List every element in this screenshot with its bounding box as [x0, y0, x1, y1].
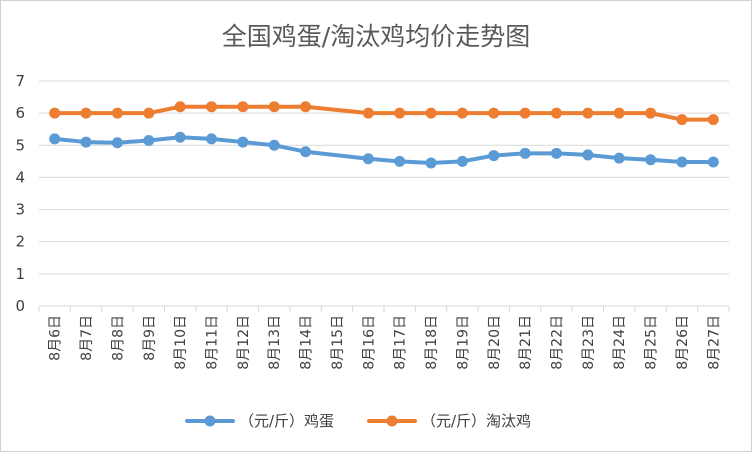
data-point[interactable]: [456, 155, 468, 167]
x-tick-label: 8月23日: [581, 315, 597, 370]
data-point[interactable]: [143, 134, 155, 146]
x-tick-label: 8月20日: [487, 315, 503, 370]
data-point[interactable]: [80, 136, 92, 148]
x-tick-label: 8月8日: [110, 315, 126, 361]
data-point[interactable]: [111, 137, 123, 149]
data-point[interactable]: [237, 101, 249, 113]
data-point[interactable]: [519, 147, 531, 159]
y-tick-label: 3: [15, 201, 25, 219]
data-point[interactable]: [49, 133, 61, 145]
y-tick-label: 1: [15, 265, 25, 283]
data-point[interactable]: [268, 101, 280, 113]
data-point[interactable]: [362, 153, 374, 165]
data-point[interactable]: [143, 107, 155, 119]
legend-item-1[interactable]: （元/斤）鸡蛋: [185, 412, 334, 430]
data-point[interactable]: [300, 146, 312, 158]
x-tick-label: 8月14日: [299, 315, 315, 370]
data-point[interactable]: [488, 107, 500, 119]
data-point[interactable]: [488, 150, 500, 162]
x-tick-label: 8月9日: [142, 315, 158, 361]
y-tick-label: 5: [15, 136, 25, 154]
data-point[interactable]: [456, 107, 468, 119]
legend-marker: [386, 415, 398, 427]
data-point[interactable]: [237, 136, 249, 148]
y-tick-label: 0: [15, 297, 25, 315]
x-tick-label: 8月26日: [675, 315, 691, 370]
y-tick-label: 2: [15, 233, 25, 251]
data-point[interactable]: [394, 107, 406, 119]
x-tick-label: 8月18日: [424, 315, 440, 370]
data-point[interactable]: [80, 107, 92, 119]
x-tick-label: 8月19日: [455, 315, 471, 370]
x-tick-label: 8月15日: [330, 315, 346, 370]
data-point[interactable]: [268, 139, 280, 151]
data-point[interactable]: [551, 147, 562, 159]
data-point[interactable]: [174, 131, 186, 143]
data-point[interactable]: [49, 107, 61, 119]
data-point[interactable]: [645, 107, 657, 119]
x-axis: 8月6日 8月7日 8月8日 8月9日 8月10日 8月11日 8月12日 8月13日 8月14…: [38, 306, 730, 370]
x-tick-label: 8月27日: [706, 315, 722, 370]
x-tick-label: 8月17日: [393, 315, 409, 370]
x-tick-label: 8月16日: [361, 315, 377, 370]
series-group: [49, 101, 719, 169]
data-point[interactable]: [206, 133, 217, 145]
legend-item-2[interactable]: （元/斤）淘汰鸡: [367, 412, 531, 430]
chart-title: 全国鸡蛋/淘汰鸡均价走势图: [222, 22, 530, 51]
data-point[interactable]: [425, 107, 437, 119]
data-point[interactable]: [707, 114, 719, 126]
data-point[interactable]: [111, 107, 123, 119]
data-point[interactable]: [394, 155, 406, 167]
y-tick-label: 6: [15, 104, 25, 122]
legend-label: （元/斤）鸡蛋: [239, 412, 334, 430]
legend-label: （元/斤）淘汰鸡: [421, 412, 531, 430]
x-tick-label: 8月7日: [79, 315, 95, 361]
x-tick-label: 8月22日: [550, 315, 566, 370]
series-2: [49, 101, 719, 126]
x-tick-label: 8月25日: [644, 315, 660, 370]
legend[interactable]: （元/斤）鸡蛋 （元/斤）淘汰鸡: [185, 412, 531, 430]
x-tick-label: 8月12日: [236, 315, 252, 370]
data-point[interactable]: [300, 101, 312, 113]
x-tick-label: 8月10日: [173, 315, 189, 370]
data-point[interactable]: [551, 107, 562, 119]
data-point[interactable]: [676, 114, 688, 126]
x-tick-label: 8月13日: [267, 315, 283, 370]
data-point[interactable]: [206, 101, 217, 113]
x-tick-label: 8月11日: [205, 315, 221, 370]
y-axis: 0 1 2 3 4 5 6 7: [15, 72, 25, 315]
y-tick-label: 7: [15, 72, 25, 90]
legend-marker: [204, 415, 216, 427]
data-point[interactable]: [425, 157, 437, 169]
data-point[interactable]: [707, 156, 719, 168]
data-point[interactable]: [362, 107, 374, 119]
data-point[interactable]: [582, 149, 594, 161]
data-point[interactable]: [613, 152, 625, 164]
series-1: [49, 131, 719, 169]
data-point[interactable]: [582, 107, 594, 119]
y-tick-label: 4: [15, 168, 25, 186]
data-point[interactable]: [174, 101, 186, 113]
data-point[interactable]: [676, 156, 688, 168]
x-tick-label: 8月24日: [612, 315, 628, 370]
data-point[interactable]: [645, 154, 657, 166]
x-tick-label: 8月21日: [518, 315, 534, 370]
data-point[interactable]: [613, 107, 625, 119]
x-tick-label: 8月6日: [48, 315, 64, 361]
data-point[interactable]: [519, 107, 531, 119]
